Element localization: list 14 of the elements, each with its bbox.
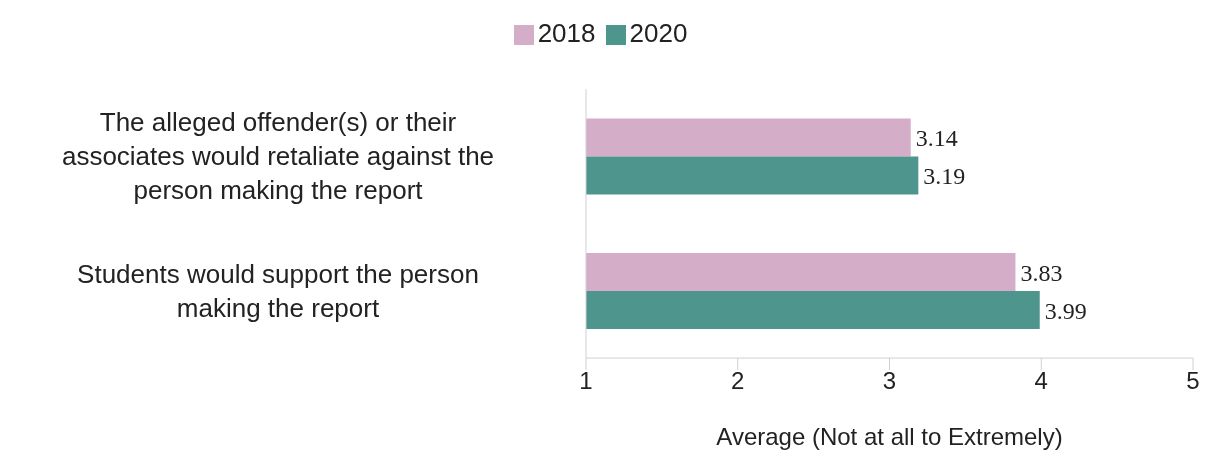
- data-label: 3.14: [915, 125, 958, 152]
- x-tick-label: 1: [579, 367, 593, 395]
- data-label: 3.99: [1044, 297, 1087, 324]
- data-label: 3.83: [1020, 259, 1063, 286]
- x-tick-label: 3: [882, 367, 897, 395]
- legend-label: 2018: [537, 18, 596, 48]
- y-tick-label: The alleged offender(s) or their associates would retaliate against the person making the report: [61, 107, 495, 206]
- x-tick-label: 2: [731, 367, 745, 395]
- x-tick-label: 4: [1034, 367, 1048, 395]
- data-label: 3.19: [923, 163, 966, 190]
- x-tick-label: 5: [1186, 367, 1200, 395]
- y-tick-label: Students would support the person making the report: [77, 258, 479, 323]
- legend-label: 2020: [629, 18, 688, 48]
- x-axis-title: Average (Not at all to Extremely): [716, 423, 1063, 451]
